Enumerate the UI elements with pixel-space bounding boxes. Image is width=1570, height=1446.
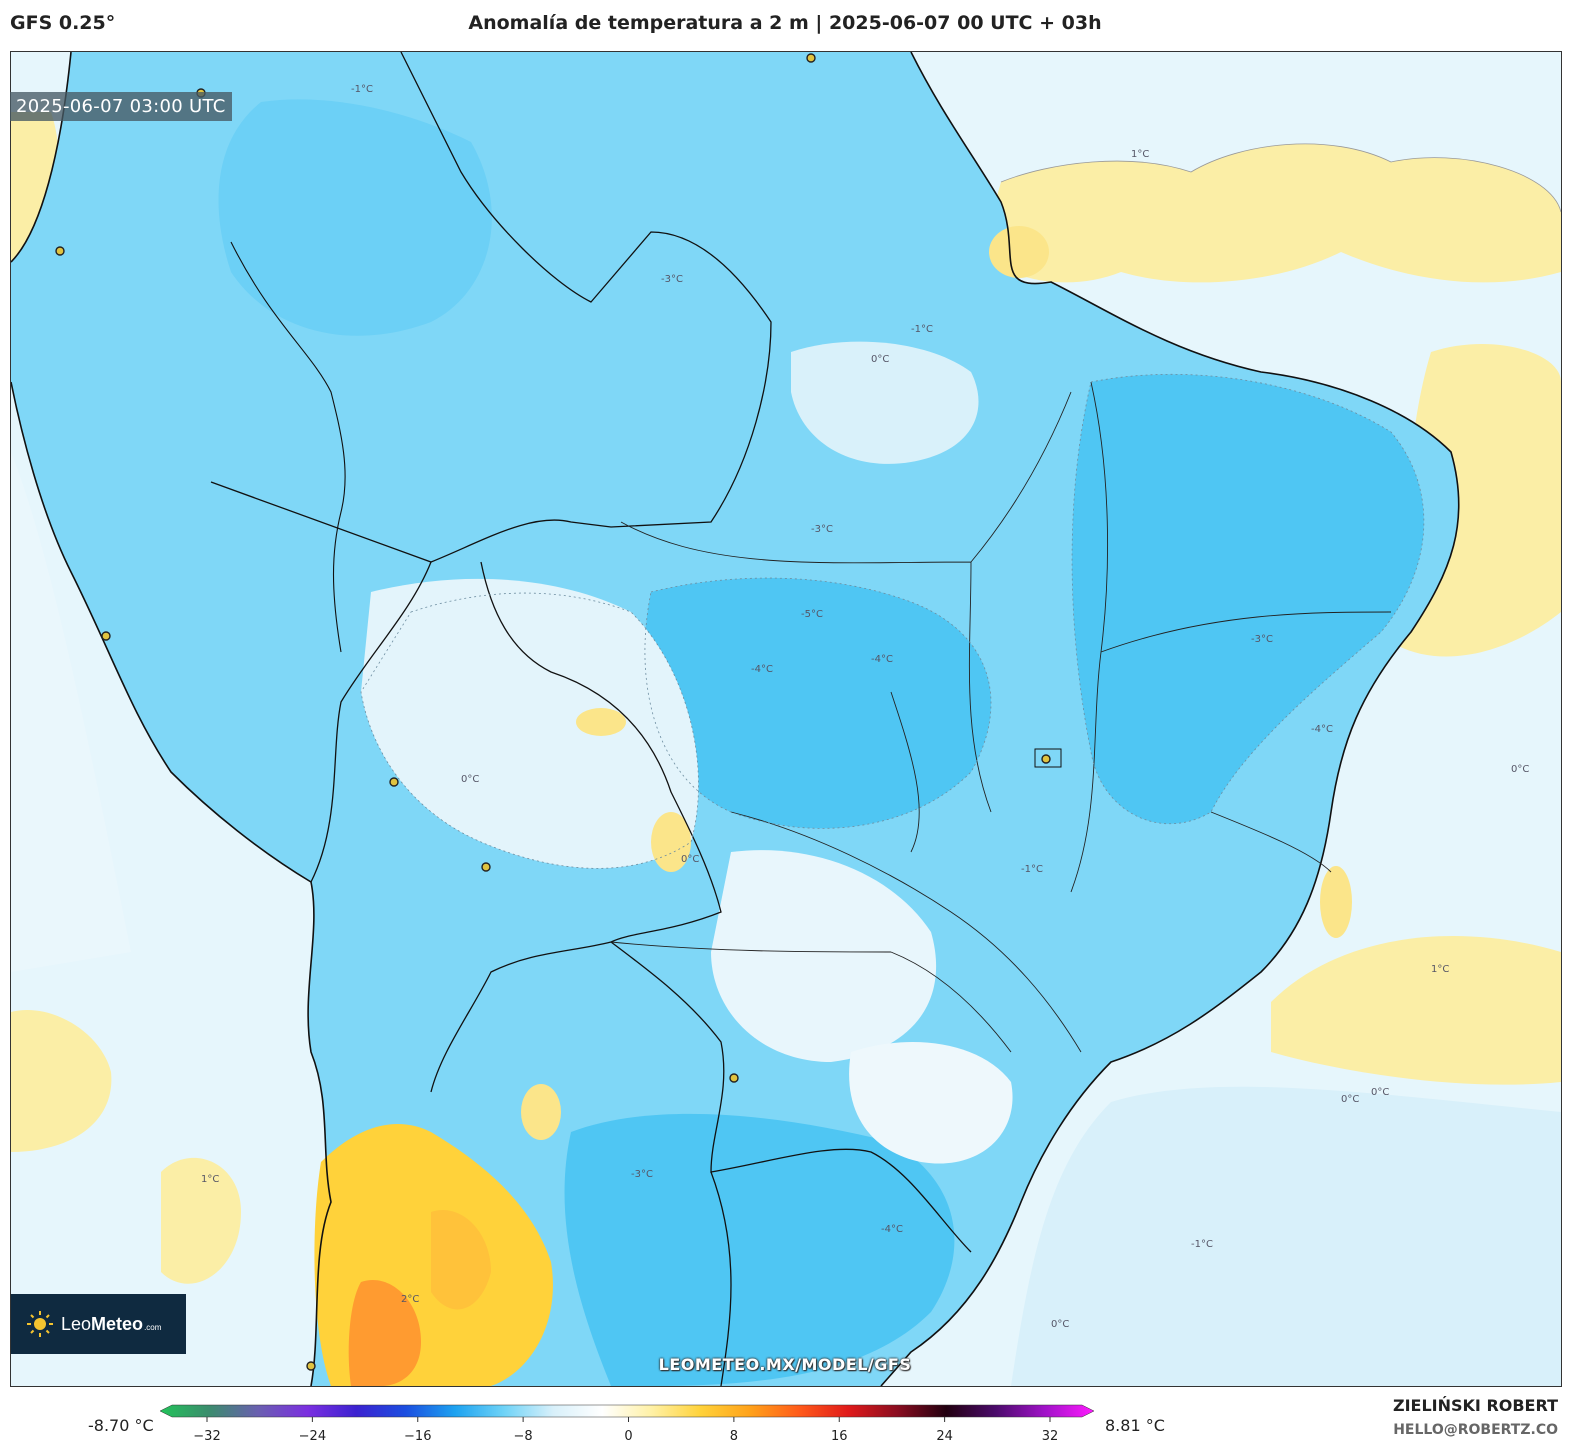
valid-time-badge: 2025-06-07 03:00 UTC — [10, 92, 232, 121]
federal-district-border — [1034, 748, 1062, 768]
contour-label: 0°C — [871, 354, 889, 365]
contour-label: -4°C — [1311, 724, 1333, 735]
colorbar-min-label: -8.70 °C — [88, 1416, 154, 1435]
warm-patch — [521, 1084, 561, 1140]
colorbar-tick-label: −16 — [404, 1429, 431, 1444]
colorbar-tick-label: 8 — [730, 1429, 738, 1444]
state-border — [610, 381, 1392, 1053]
colorbar-tick-label: 0 — [624, 1429, 632, 1444]
country-border — [430, 561, 722, 1093]
city-marker — [1041, 754, 1051, 764]
ocean-slight-cold — [1011, 1086, 1561, 1386]
author-name: ZIELIŃSKI ROBERT — [1392, 1396, 1558, 1415]
near-zero-area — [711, 850, 937, 1062]
country-border — [710, 1171, 732, 1386]
city-marker — [306, 1361, 316, 1371]
contour-label: 2°C — [401, 1294, 419, 1305]
cold-core — [644, 578, 991, 829]
contour-label: 1°C — [1131, 149, 1149, 160]
contour-label: -1°C — [1191, 1239, 1213, 1250]
model-label: GFS 0.25° — [10, 12, 116, 34]
country-border — [210, 52, 772, 563]
contour-label: 0°C — [1511, 764, 1529, 775]
sun-icon — [27, 1311, 53, 1337]
colorbar-ticks: −32 −24 −16 −8 0 8 16 24 32 — [193, 1417, 1058, 1444]
temperature-anomaly-map: -1°C -3°C -1°C 0°C -3°C -5°C -4°C -4°C -… — [11, 52, 1561, 1386]
colorbar-max-label: 8.81 °C — [1105, 1416, 1165, 1435]
warm-anomaly-area — [11, 1010, 112, 1152]
country-border — [230, 241, 346, 653]
colorbar-tick-label: −32 — [193, 1429, 220, 1444]
colorbar-tick-label: 16 — [831, 1429, 848, 1444]
contour-label: -5°C — [801, 609, 823, 620]
city-marker — [389, 777, 399, 787]
contour-minus3c — [1071, 373, 1425, 825]
city-marker — [101, 631, 111, 641]
city-markers — [55, 53, 1051, 1371]
country-border — [310, 561, 432, 883]
contour-label: -3°C — [811, 524, 833, 535]
map-title: Anomalía de temperatura a 2 m | 2025-06-… — [468, 12, 1102, 34]
near-zero-area — [849, 1042, 1013, 1164]
contour-label: -1°C — [351, 84, 373, 95]
contour-1c — [1000, 143, 1561, 213]
coastline — [11, 52, 1460, 1386]
map-panel[interactable]: -1°C -3°C -1°C 0°C -3°C -5°C -4°C -4°C -… — [10, 51, 1562, 1387]
near-zero-area — [361, 578, 699, 869]
city-marker — [55, 246, 65, 256]
warm-patch — [989, 226, 1049, 278]
colorbar: −32 −24 −16 −8 0 8 16 24 32 — [160, 1404, 1095, 1444]
city-marker — [806, 53, 816, 63]
contour-label: 0°C — [1341, 1094, 1359, 1105]
source-watermark: LEOMETEO.MX/MODEL/GFS — [658, 1355, 912, 1374]
leometeo-logo[interactable]: LeoMeteo.com — [11, 1294, 186, 1354]
contour-label: -1°C — [911, 324, 933, 335]
cold-core — [1072, 374, 1424, 824]
colorbar-tick-label: 24 — [936, 1429, 953, 1444]
contour-label: -3°C — [661, 274, 683, 285]
contour-label: -4°C — [871, 654, 893, 665]
warm-anomaly-area — [161, 1157, 241, 1284]
author-email[interactable]: HELLO@ROBERTZ.CO — [1393, 1422, 1558, 1438]
contour-label: 1°C — [201, 1174, 219, 1185]
warm-anomaly-area — [1271, 936, 1561, 1085]
city-marker — [729, 1073, 739, 1083]
city-marker — [481, 862, 491, 872]
cold-area — [218, 99, 492, 336]
contour-label: -4°C — [751, 664, 773, 675]
contour-label: 0°C — [1051, 1319, 1069, 1330]
warm-anomaly-andes — [431, 1210, 491, 1310]
contour-label: -3°C — [631, 1169, 653, 1180]
contour-label: -3°C — [1251, 634, 1273, 645]
near-zero-area — [791, 341, 979, 464]
contour-label: 0°C — [681, 854, 699, 865]
contour-label: -4°C — [881, 1224, 903, 1235]
warm-anomaly-area — [981, 143, 1561, 283]
colorbar-tick-label: −24 — [299, 1429, 326, 1444]
contour-label: 0°C — [1371, 1087, 1389, 1098]
contour-0c — [360, 592, 699, 869]
ocean-near-zero — [11, 452, 131, 972]
warm-patch — [576, 708, 626, 736]
colorbar-tick-label: −8 — [514, 1429, 533, 1444]
warm-patch — [1320, 866, 1352, 938]
colorbar-tick-label: 32 — [1042, 1429, 1059, 1444]
cold-core — [564, 1113, 955, 1386]
warm-anomaly-core — [348, 1280, 421, 1386]
contour-label: -1°C — [1021, 864, 1043, 875]
colorbar-bar — [160, 1404, 1095, 1418]
contour-label: 0°C — [461, 774, 479, 785]
logo-text: LeoMeteo.com — [61, 1313, 162, 1334]
contour-label: 1°C — [1431, 964, 1449, 975]
